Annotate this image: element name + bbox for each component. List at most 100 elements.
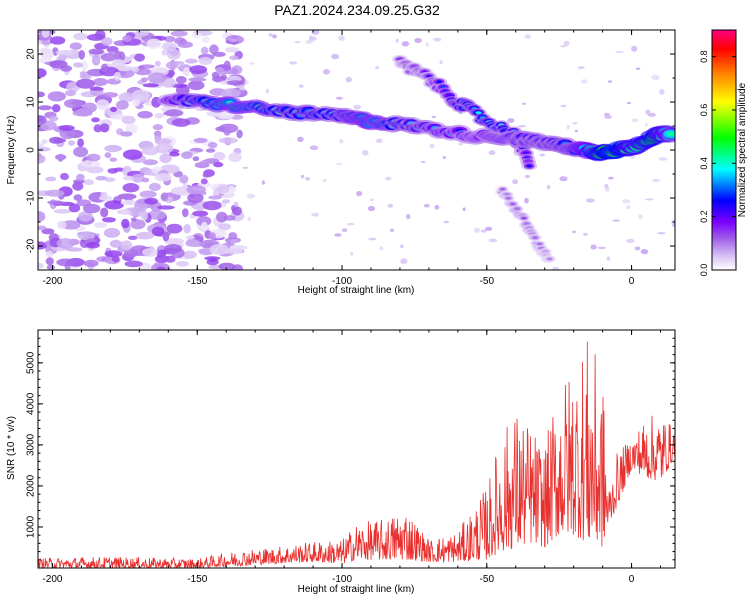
heatmap-cell — [121, 218, 130, 229]
heatmap-cell — [69, 42, 82, 50]
heatmap-cell — [521, 217, 527, 220]
y-tick-label: 10 — [26, 96, 37, 108]
heatmap-cell — [225, 69, 236, 75]
heatmap-cell — [205, 148, 216, 153]
heatmap-cell — [166, 223, 183, 234]
colorbar-tick-label: 0.8 — [699, 50, 709, 63]
heatmap-cell — [78, 50, 86, 60]
heatmap-cell — [517, 125, 527, 128]
heatmap-cell — [100, 191, 108, 200]
heatmap-cell — [423, 203, 430, 208]
heatmap-cell — [242, 166, 249, 169]
heatmap-cell — [335, 162, 343, 165]
heatmap-cell — [45, 189, 65, 197]
heatmap-cell — [159, 153, 172, 164]
heatmap-cell — [104, 250, 123, 258]
heatmap-cell — [156, 205, 175, 210]
heatmap-cell — [163, 111, 179, 116]
x-tick-label: 0 — [629, 276, 635, 287]
heatmap-cell — [77, 138, 84, 148]
heatmap-cell — [612, 219, 621, 222]
heatmap-cell — [113, 71, 121, 81]
heatmap-cell — [524, 222, 529, 225]
heatmap-cell — [229, 38, 238, 42]
heatmap-cell — [622, 199, 631, 204]
heatmap-cell — [135, 231, 155, 240]
heatmap-cell — [182, 250, 197, 259]
heatmap-cell — [181, 151, 193, 159]
heatmap-cell — [228, 232, 238, 240]
heatmap-cell — [154, 255, 169, 264]
heatmap-cell — [122, 183, 140, 193]
heatmap-cell — [86, 153, 101, 162]
heatmap-cell — [114, 50, 123, 61]
y-tick-label: -20 — [26, 238, 37, 253]
heatmap-cell — [148, 182, 161, 192]
snr-panel: -200 -150 -100 -50 0 1000 2000 3000 4000 5000 He… — [6, 329, 676, 595]
heatmap-cell — [156, 266, 166, 270]
heatmap-cell — [192, 210, 209, 217]
heatmap-cell — [170, 30, 188, 37]
heatmap-cell — [406, 213, 411, 220]
heatmap-cell — [196, 216, 212, 227]
heatmap-cell — [107, 168, 118, 174]
heatmap-cell — [369, 198, 374, 202]
heatmap-cell — [187, 80, 205, 91]
heatmap-cell — [626, 238, 635, 243]
heatmap-cell — [233, 201, 239, 208]
x-tick-label: -50 — [480, 276, 495, 287]
heatmap-cell — [60, 172, 69, 181]
heatmap-cell — [375, 65, 380, 70]
heatmap-cell — [38, 262, 44, 269]
heatmap-cell — [652, 178, 661, 182]
heatmap-cell — [224, 47, 240, 53]
heatmap-cell — [247, 216, 252, 222]
heatmap-cell — [631, 118, 639, 123]
heatmap-cell — [182, 208, 189, 218]
heatmap-cell — [431, 115, 436, 119]
heatmap-cell — [631, 45, 638, 52]
heatmap-cell — [41, 139, 48, 145]
x-tick-label: -200 — [42, 276, 62, 287]
heatmap-cell — [101, 63, 109, 73]
heatmap-cell — [200, 178, 208, 185]
colorbar-tick-label: 0.0 — [699, 264, 709, 277]
heatmap-cell — [346, 223, 355, 226]
heatmap-cell — [608, 176, 614, 180]
heatmap-cell — [223, 127, 231, 136]
heatmap-cell — [443, 220, 450, 224]
spectrogram-heatmap — [38, 30, 675, 270]
heatmap-cell — [140, 210, 149, 221]
heatmap-cell — [436, 80, 443, 84]
heatmap-cell — [645, 198, 654, 201]
heatmap-cell — [65, 247, 83, 252]
heatmap-cell — [560, 104, 567, 108]
heatmap-cell — [626, 205, 631, 210]
heatmap-cell — [116, 100, 129, 110]
heatmap-cell — [311, 212, 319, 217]
heatmap-cell — [147, 72, 167, 84]
heatmap-cell — [99, 123, 110, 133]
heatmap-cell — [95, 175, 108, 181]
heatmap-cell — [91, 117, 100, 123]
spectrogram-x-label: Height of straight line (km) — [298, 285, 415, 296]
heatmap-cell — [38, 211, 46, 222]
heatmap-cell — [161, 49, 168, 56]
heatmap-cell — [120, 131, 133, 137]
heatmap-cell — [485, 226, 493, 231]
heatmap-cell — [186, 185, 206, 195]
heatmap-cell — [188, 77, 207, 82]
snr-line — [38, 341, 675, 568]
heatmap-cell — [112, 59, 126, 69]
colorbar-gradient — [711, 29, 737, 271]
heatmap-cell — [187, 193, 204, 203]
heatmap-cell — [166, 49, 181, 60]
heatmap-cell — [309, 145, 319, 150]
heatmap-cell — [103, 228, 121, 238]
heatmap-cell — [55, 50, 75, 56]
heatmap-cell — [38, 91, 45, 98]
heatmap-cell — [101, 37, 113, 46]
heatmap-cell — [202, 200, 222, 211]
heatmap-cell — [49, 60, 68, 69]
